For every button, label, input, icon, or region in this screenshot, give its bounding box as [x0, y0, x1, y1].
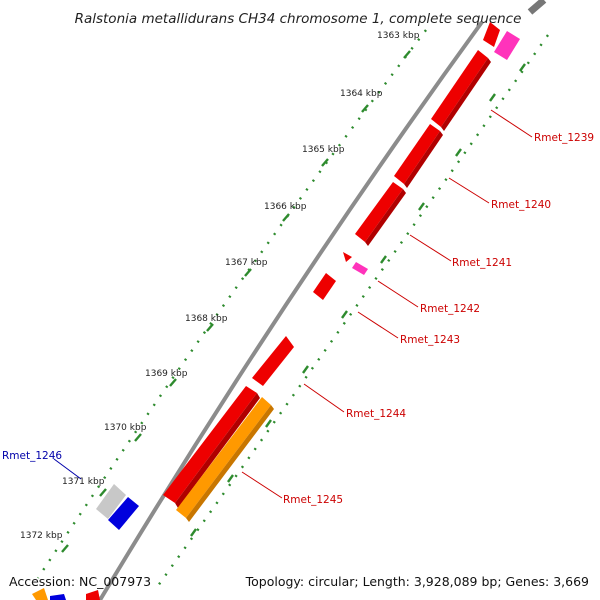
scale-label: 1365 kbp	[302, 145, 345, 155]
scale-label: 1367 kbp	[225, 258, 268, 268]
accession-text: Accession: NC_007973	[9, 574, 151, 589]
gene-feature-rmet-1242[interactable]	[343, 252, 352, 262]
map-title: Ralstonia metallidurans CH34 chromosome …	[75, 11, 522, 27]
gene-feature-rmet-1240[interactable]	[394, 124, 440, 184]
gene-shadow	[365, 189, 406, 246]
gene-feature[interactable]	[50, 594, 66, 600]
gene-shadow	[175, 393, 260, 508]
gene-label[interactable]: Rmet_1240	[491, 199, 551, 211]
gene-feature-rmet-1239[interactable]	[431, 50, 488, 127]
summary-text: Topology: circular; Length: 3,928,089 bp…	[245, 574, 589, 589]
gene-feature[interactable]	[483, 22, 500, 47]
gene-feature[interactable]	[86, 590, 100, 600]
gene-label[interactable]: Rmet_1239	[534, 132, 594, 144]
gene-feature-rmet-1243[interactable]	[313, 273, 336, 300]
gene-shadow	[186, 405, 274, 522]
gene-label[interactable]: Rmet_1242	[420, 303, 480, 315]
gene-feature[interactable]	[494, 31, 520, 60]
gene-feature-rmet-1246[interactable]	[108, 497, 139, 530]
scale-label: 1369 kbp	[145, 369, 188, 379]
chromosome-backbone	[98, 20, 484, 600]
gene-label[interactable]: Rmet_1241	[452, 257, 512, 269]
inner-major-ticks	[190, 63, 526, 537]
gene-shadow	[441, 58, 491, 131]
gene-labels: Rmet_1239 Rmet_1240 Rmet_1241 Rmet_1242 …	[2, 132, 594, 506]
gene-feature-rmet-1246-grey[interactable]	[96, 484, 126, 519]
gene-label[interactable]: Rmet_1243	[400, 334, 460, 346]
gene-feature-rmet-1241[interactable]	[355, 182, 403, 242]
scale-labels: 1363 kbp 1364 kbp 1365 kbp 1366 kbp 1367…	[20, 31, 420, 541]
gene-feature-rmet-1242-pink[interactable]	[352, 262, 368, 275]
leader-lines	[53, 109, 533, 499]
gene-shadow	[404, 131, 443, 188]
scale-label: 1371 kbp	[62, 477, 105, 487]
outer-major-ticks	[61, 50, 411, 553]
gene-feature[interactable]	[163, 386, 257, 503]
gene-label[interactable]: Rmet_1244	[346, 408, 406, 420]
gene-feature-rmet-1244[interactable]	[252, 336, 294, 386]
gene-feature[interactable]	[32, 588, 48, 600]
gene-features	[32, 22, 520, 600]
inner-tick-track	[154, 34, 549, 591]
scale-label: 1368 kbp	[185, 314, 228, 324]
scale-label: 1366 kbp	[264, 202, 307, 212]
outer-tick-track	[36, 29, 427, 579]
scale-label: 1370 kbp	[104, 423, 147, 433]
gene-feature-rmet-1245[interactable]	[176, 397, 271, 518]
scale-label: 1363 kbp	[377, 31, 420, 41]
scale-label: 1364 kbp	[340, 89, 383, 99]
backbone-top-segment	[527, 0, 547, 15]
gene-label[interactable]: Rmet_1245	[283, 494, 343, 506]
scale-label: 1372 kbp	[20, 531, 63, 541]
gene-label[interactable]: Rmet_1246	[2, 450, 62, 462]
